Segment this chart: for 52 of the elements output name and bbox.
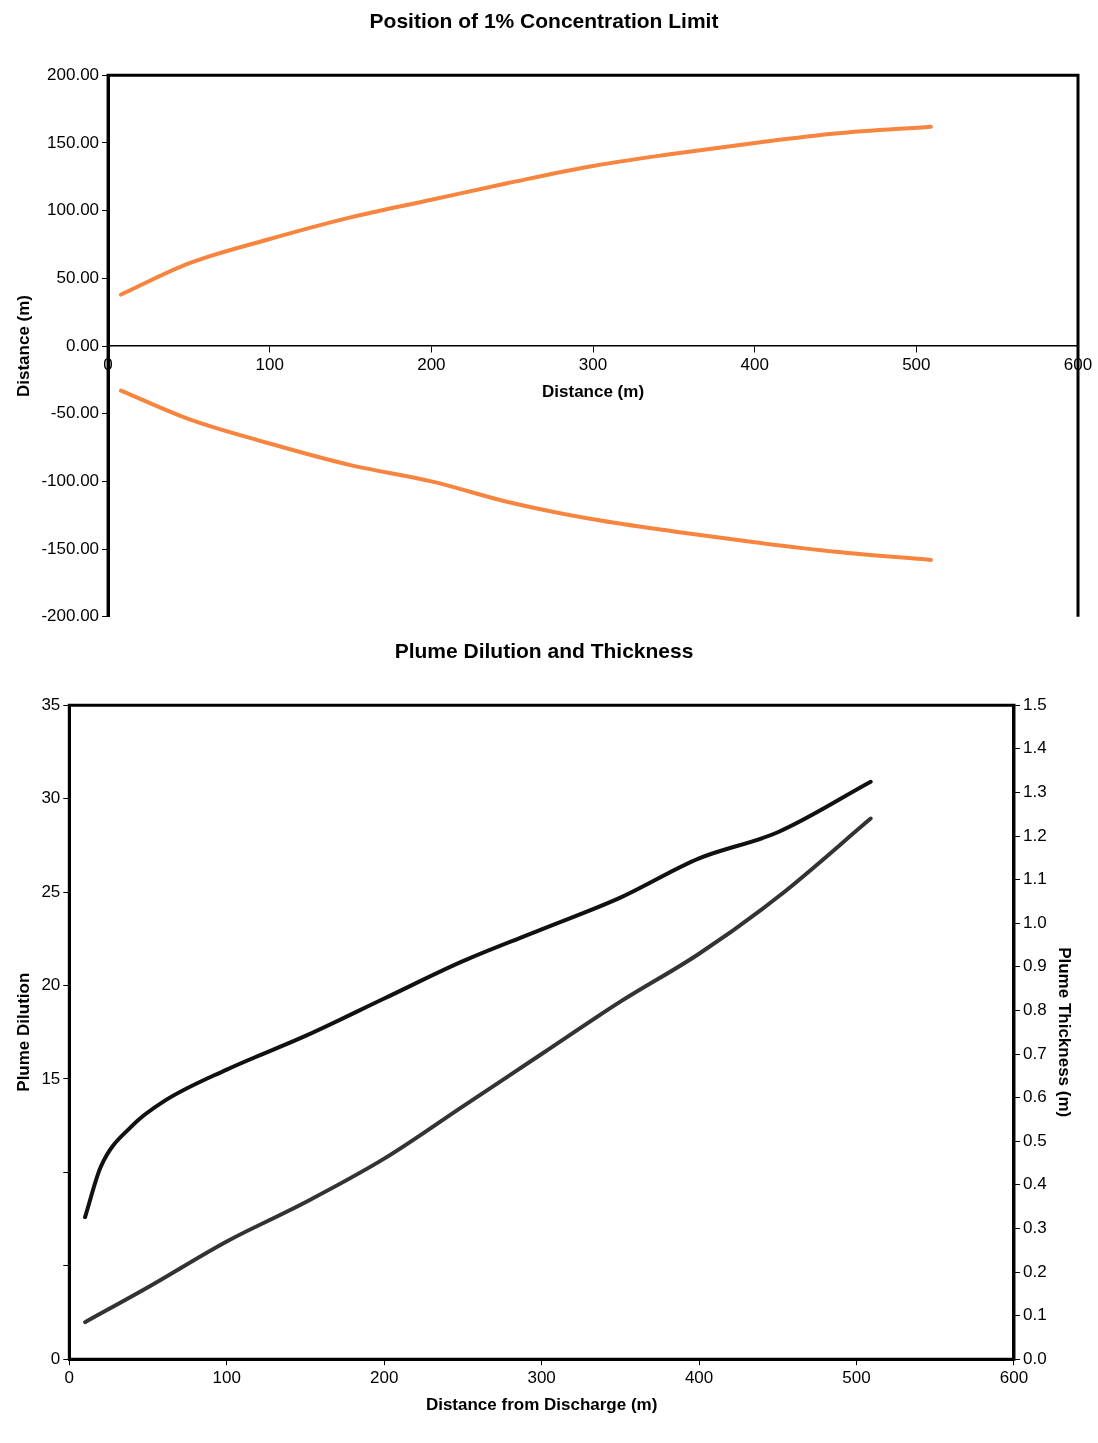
y-tick-label: 150.00: [47, 132, 100, 152]
y-tick-label: -100.00: [41, 471, 100, 491]
x-tick-label: 100: [255, 354, 284, 374]
line-series: [83, 779, 873, 1220]
x-tick-label: 300: [578, 354, 608, 374]
x-tick-label: 600: [999, 1368, 1029, 1388]
y2-tick-label: 1.4: [1022, 738, 1047, 758]
line-series: [118, 124, 933, 297]
y-tick-label: 200.00: [47, 64, 100, 84]
y-tick-label: -50.00: [50, 403, 100, 423]
y2-tick-label: 0.5: [1022, 1130, 1047, 1150]
y2-tick-label: 1.3: [1022, 782, 1047, 802]
y2-tick-label: 0.2: [1022, 1261, 1047, 1281]
y2-tick-label: 0.4: [1022, 1174, 1047, 1194]
y2-tick-label: 1.5: [1022, 694, 1047, 714]
x-axis-title: Distance from Discharge (m): [425, 1395, 658, 1415]
x-tick-label: 200: [370, 1368, 399, 1388]
y2-tick-label: 0.9: [1022, 956, 1047, 976]
y-tick-label: 50.00: [56, 267, 100, 287]
y-tick-label: 0.00: [65, 335, 100, 355]
chart-title: Position of 1% Concentration Limit: [369, 9, 719, 33]
y-tick-label: 20: [41, 975, 61, 995]
y-tick-label: 100.00: [47, 200, 100, 220]
y-tick-label: -150.00: [41, 538, 100, 558]
y2-tick-label: 0.6: [1022, 1087, 1047, 1107]
y-axis-title: Distance (m): [13, 294, 33, 398]
y-tick-label: 35: [41, 694, 61, 714]
y2-tick-label: 1.2: [1022, 825, 1047, 845]
chart-title: Plume Dilution and Thickness: [394, 639, 694, 663]
x-tick-label: 300: [527, 1368, 556, 1388]
y2-tick-label: 0.1: [1022, 1305, 1047, 1325]
y2-tick-label: 0.7: [1022, 1043, 1047, 1063]
x-tick-label: 400: [740, 354, 769, 374]
x-tick-label: 200: [417, 354, 446, 374]
y-tick-label: 15: [41, 1068, 61, 1088]
x-tick-label: 500: [902, 354, 931, 374]
y-tick-label: -200.00: [41, 606, 100, 626]
y2-tick-label: 1.0: [1022, 912, 1047, 932]
line-series: [83, 816, 873, 1325]
y-tick-label: 25: [41, 881, 61, 901]
y-tick-label: 30: [41, 788, 61, 808]
x-axis-title: Distance (m): [542, 382, 645, 402]
y2-tick-label: 0.8: [1022, 1000, 1047, 1020]
y-axis-title: Plume Dilution: [13, 972, 33, 1092]
y2-tick-label: 1.1: [1022, 869, 1047, 889]
y2-axis-title: Plume Thickness (m): [1055, 947, 1075, 1118]
x-tick-label: 500: [842, 1368, 871, 1388]
y2-tick-label: 0.0: [1022, 1348, 1047, 1368]
y2-tick-label: 0.3: [1022, 1218, 1047, 1238]
x-tick-label: 400: [684, 1368, 714, 1388]
y-tick-label: 0: [50, 1348, 61, 1368]
x-tick-label: 100: [212, 1368, 241, 1388]
